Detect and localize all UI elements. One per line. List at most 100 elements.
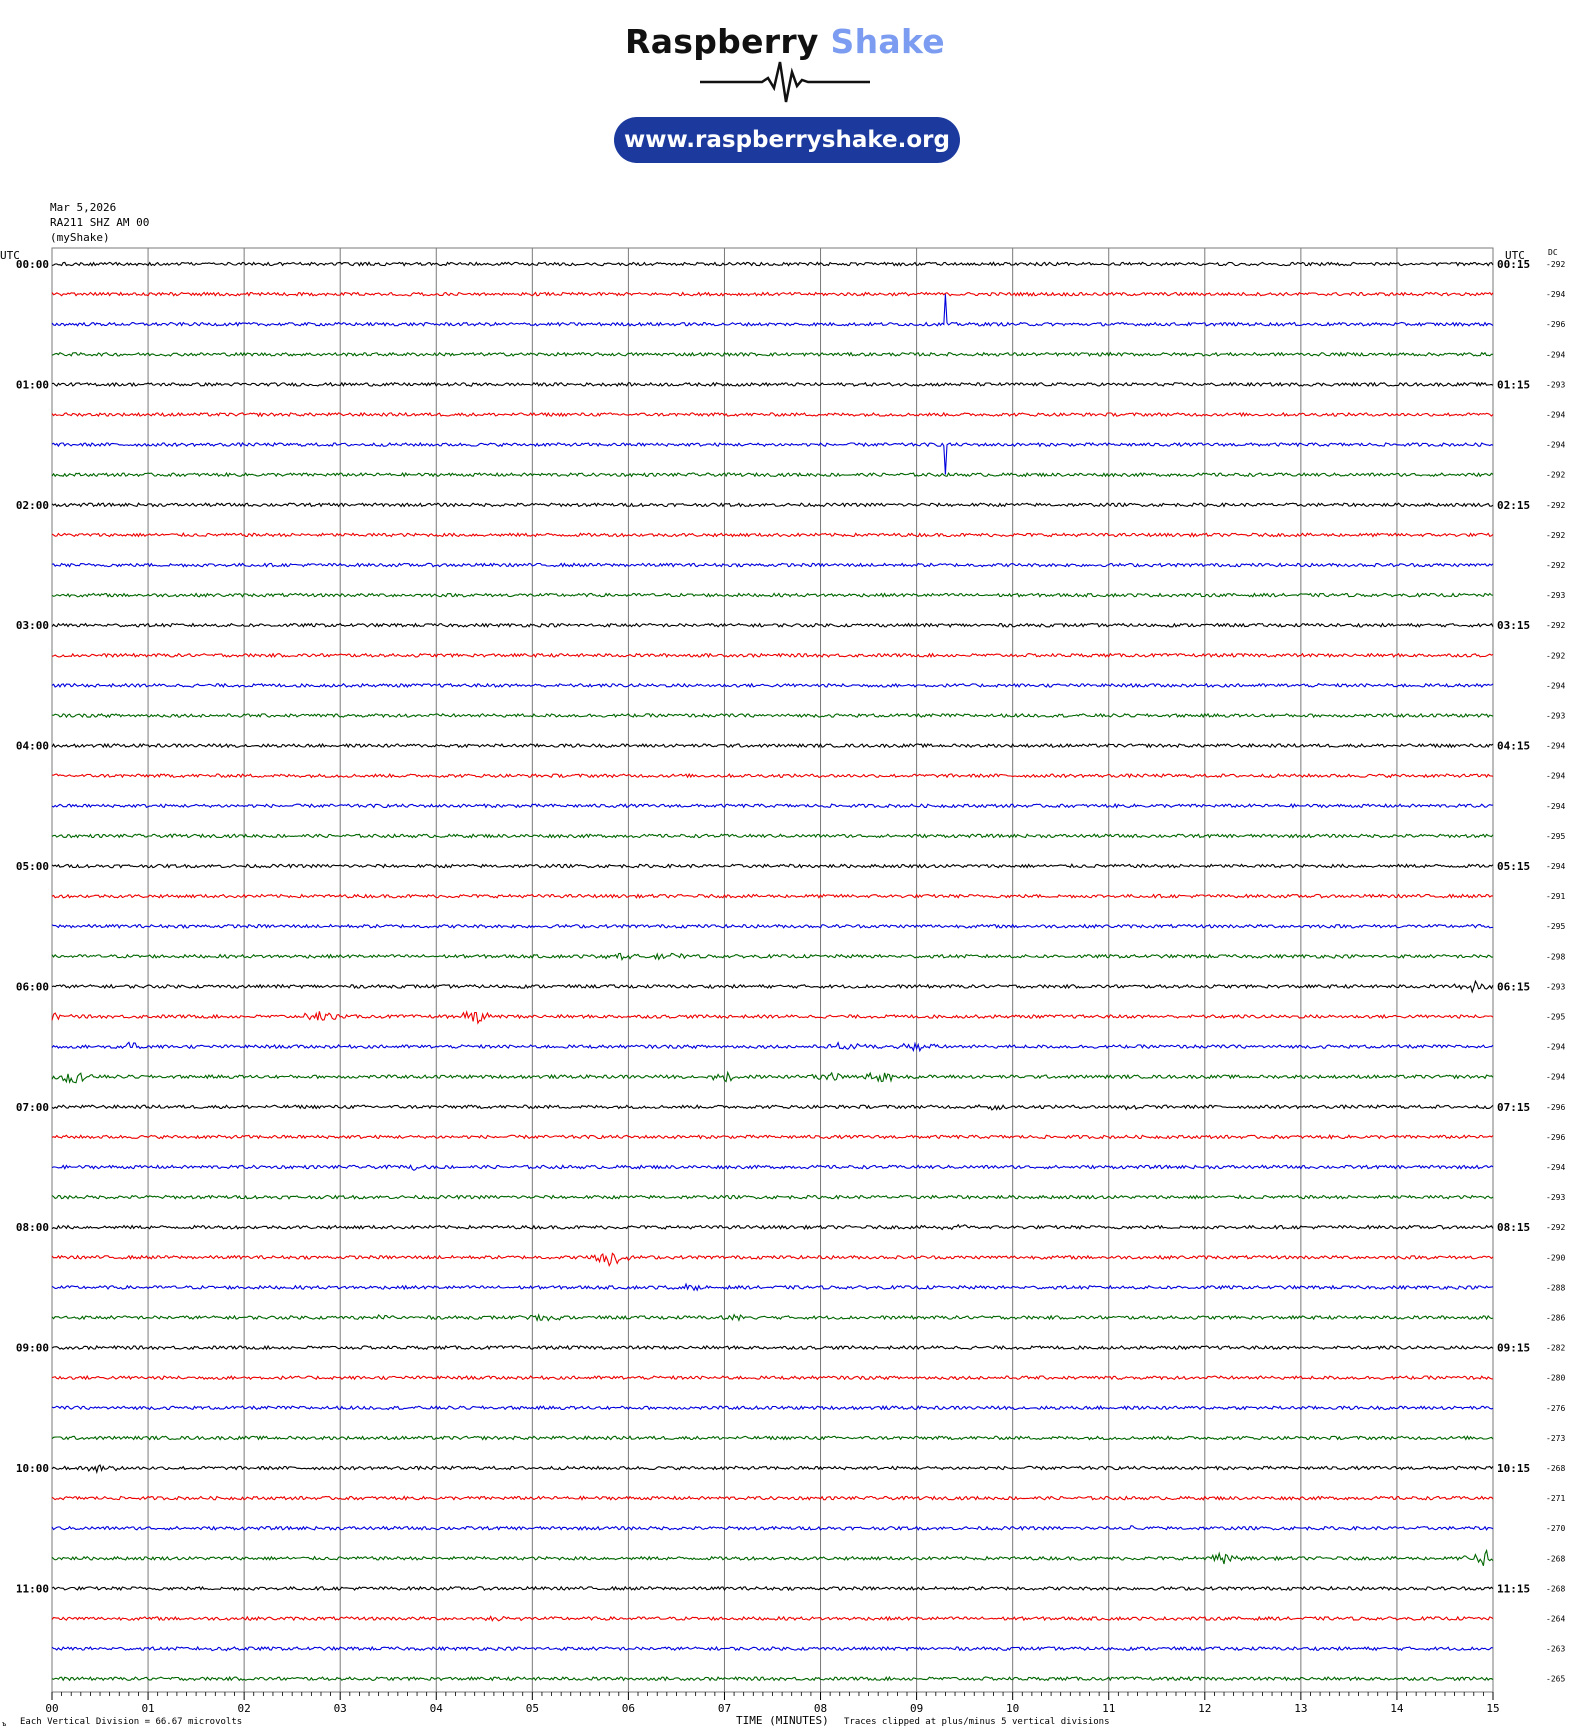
hour-label-left: 04:00 xyxy=(16,740,49,753)
dc-offset-label: -292 xyxy=(1546,621,1565,630)
dc-offset-label: -293 xyxy=(1546,380,1565,389)
seismic-trace xyxy=(51,1525,1494,1531)
dc-offset-label: -293 xyxy=(1546,1193,1565,1202)
seismic-trace xyxy=(51,291,1494,297)
seismic-trace xyxy=(51,502,1494,508)
seismic-trace xyxy=(51,1194,1494,1200)
x-tick-label: 15 xyxy=(1486,1702,1499,1715)
seismic-trace xyxy=(51,1548,1494,1566)
seismic-trace xyxy=(51,863,1494,869)
dc-offset-label: -271 xyxy=(1546,1494,1565,1503)
dc-offset-label: -294 xyxy=(1546,681,1565,690)
dc-offset-label: -292 xyxy=(1546,561,1565,570)
dc-offset-label: -294 xyxy=(1546,1043,1565,1052)
seismic-trace xyxy=(51,1464,1494,1475)
dc-offset-label: -292 xyxy=(1546,531,1565,540)
hour-label-left: 11:00 xyxy=(16,1582,49,1595)
seismic-trace xyxy=(51,802,1494,809)
dc-offset-label: -296 xyxy=(1546,1133,1565,1142)
plot-frame xyxy=(51,247,1494,1693)
seismic-trace xyxy=(51,592,1494,598)
seismic-trace xyxy=(51,1374,1494,1381)
seismic-trace xyxy=(51,411,1494,418)
hour-label-left: 10:00 xyxy=(16,1462,49,1475)
x-tick-label: 04 xyxy=(430,1702,444,1715)
seismic-trace xyxy=(51,1435,1494,1441)
dc-offset-label: -294 xyxy=(1546,350,1565,359)
dc-offset-label: -294 xyxy=(1546,441,1565,450)
dc-offset-label: -280 xyxy=(1546,1374,1565,1383)
dc-offset-label: -286 xyxy=(1546,1314,1565,1323)
dc-offset-label: -270 xyxy=(1546,1524,1565,1533)
dc-offset-label: -292 xyxy=(1546,651,1565,660)
dc-offset-label: -276 xyxy=(1546,1404,1565,1413)
seismic-trace xyxy=(51,1585,1494,1592)
seismic-trace xyxy=(51,682,1494,689)
x-tick-label: 00 xyxy=(45,1702,58,1715)
seismic-trace xyxy=(51,1313,1494,1323)
plot-date: Mar 5,2026 xyxy=(50,201,117,214)
hour-label-right: 05:15 xyxy=(1497,860,1530,873)
seismic-trace xyxy=(51,381,1494,388)
hour-label-left: 06:00 xyxy=(16,980,49,993)
x-tick-label: 08 xyxy=(814,1702,827,1715)
seismic-trace xyxy=(51,1223,1494,1231)
seismic-trace xyxy=(51,294,1494,327)
dc-offset-label: -282 xyxy=(1546,1344,1565,1353)
x-tick-label: 03 xyxy=(334,1702,347,1715)
trace-layer xyxy=(51,261,1494,1682)
x-tick-label: 06 xyxy=(622,1702,635,1715)
x-axis-label: TIME (MINUTES) xyxy=(736,1714,829,1727)
brand-logo: Raspberry Shake xyxy=(0,22,1570,61)
seismic-trace xyxy=(51,351,1493,358)
x-tick-label: 02 xyxy=(238,1702,251,1715)
corner-mark: ъ xyxy=(2,1720,7,1728)
x-tick-label: 14 xyxy=(1390,1702,1404,1715)
dc-offset-label: -264 xyxy=(1546,1615,1565,1624)
seismic-trace xyxy=(51,1252,1494,1268)
dc-offset-label: -268 xyxy=(1546,1464,1565,1473)
dc-offset-label: -290 xyxy=(1546,1253,1565,1262)
hour-label-left: 01:00 xyxy=(16,378,49,391)
dc-offset-label: -294 xyxy=(1546,862,1565,871)
seismic-trace xyxy=(51,833,1494,839)
x-tick-label: 11 xyxy=(1102,1702,1115,1715)
dc-offset-label: -294 xyxy=(1546,411,1565,420)
dc-offset-label: -293 xyxy=(1546,591,1565,600)
seismic-trace xyxy=(51,532,1494,538)
seismic-trace xyxy=(51,1645,1494,1652)
seismic-trace xyxy=(51,261,1494,267)
hour-label-left: 07:00 xyxy=(16,1101,49,1114)
seismic-trace xyxy=(51,1104,1494,1111)
seismic-trace xyxy=(51,1282,1494,1292)
seismic-trace xyxy=(51,742,1494,749)
website-url-link[interactable]: www.raspberryshake.org xyxy=(614,117,960,163)
dc-offset-label: -265 xyxy=(1546,1675,1565,1684)
dc-offset-label: -292 xyxy=(1546,471,1565,480)
hour-label-right: 07:15 xyxy=(1497,1101,1530,1114)
hour-label-right: 06:15 xyxy=(1497,980,1530,993)
seismic-trace xyxy=(51,1495,1494,1501)
dc-offset-label: -268 xyxy=(1546,1554,1565,1563)
hour-label-left: 00:00 xyxy=(16,258,49,271)
dc-offset-label: -295 xyxy=(1546,832,1565,841)
dc-offset-label: -296 xyxy=(1546,1103,1565,1112)
x-tick-label: 01 xyxy=(141,1702,154,1715)
dc-offset-label: -294 xyxy=(1546,1163,1565,1172)
hour-label-right: 00:15 xyxy=(1497,258,1530,271)
dc-offset-label: -293 xyxy=(1546,982,1565,991)
seismic-trace xyxy=(51,1615,1494,1622)
data-source: (myShake) xyxy=(50,231,110,244)
x-tick-label: 07 xyxy=(718,1702,731,1715)
seismic-wave-icon xyxy=(700,61,870,103)
dc-offset-label: -294 xyxy=(1546,772,1565,781)
dc-offset-label: -292 xyxy=(1546,1223,1565,1232)
hour-label-right: 08:15 xyxy=(1497,1221,1530,1234)
seismic-trace xyxy=(51,622,1494,628)
dc-offset-label: -298 xyxy=(1546,952,1565,961)
dc-column-label: DC xyxy=(1548,248,1558,257)
hour-label-right: 02:15 xyxy=(1497,499,1530,512)
dc-offset-label: -273 xyxy=(1546,1434,1565,1443)
seismic-trace xyxy=(51,1134,1494,1140)
dc-offset-label: -294 xyxy=(1546,290,1565,299)
